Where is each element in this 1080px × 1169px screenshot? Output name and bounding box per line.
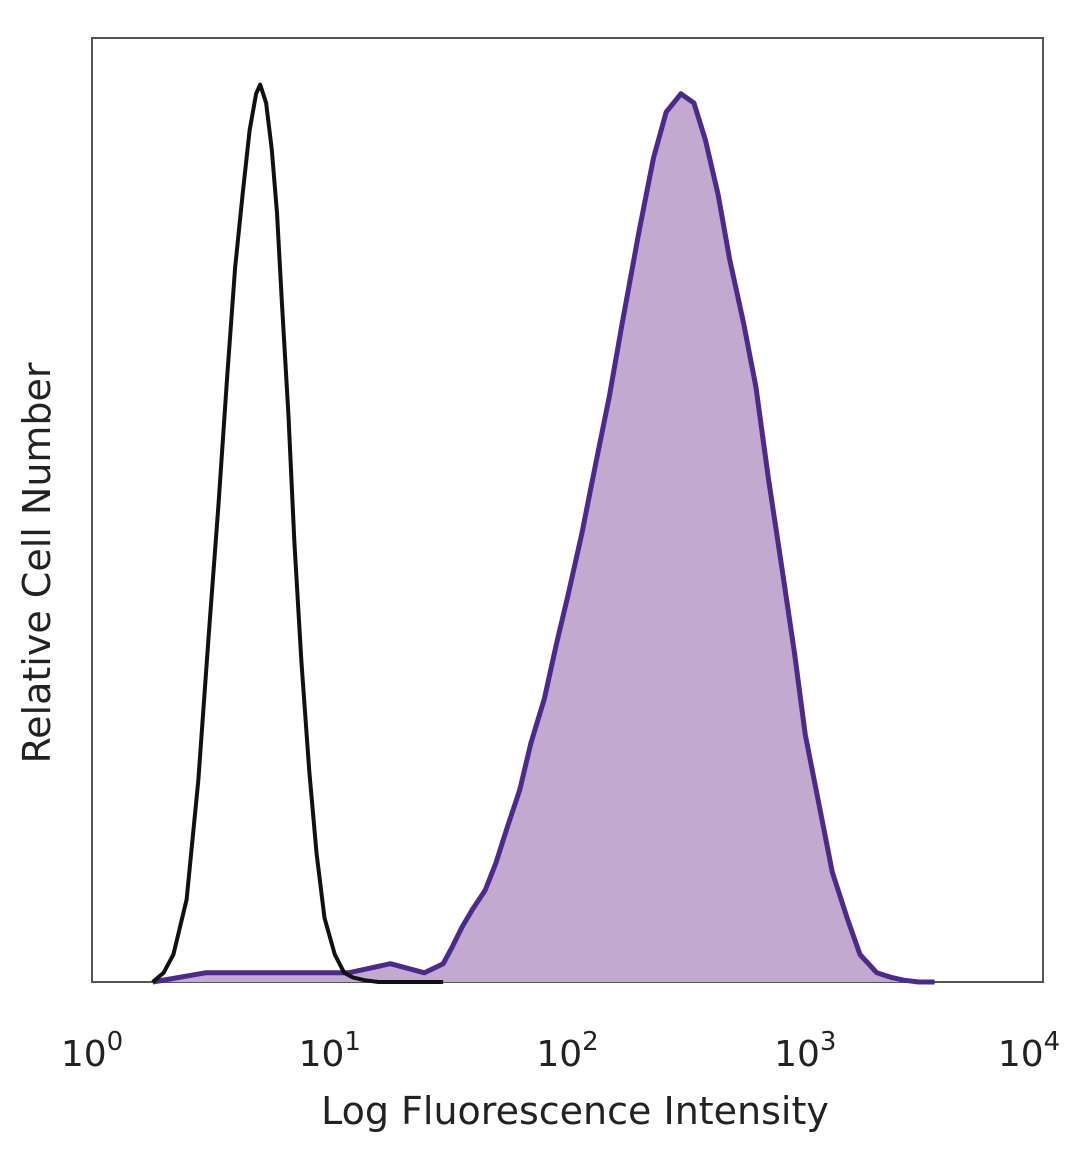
x-tick-base: 10 xyxy=(299,1034,345,1075)
x-tick-label: 102 xyxy=(536,1027,598,1075)
x-tick-exponent: 3 xyxy=(820,1027,837,1057)
x-tick-exponent: 1 xyxy=(344,1027,361,1057)
series-1-area xyxy=(152,93,935,983)
x-tick-label: 100 xyxy=(61,1027,123,1075)
y-axis-title: Relative Cell Number xyxy=(15,362,59,763)
x-tick-base: 10 xyxy=(998,1034,1044,1075)
x-tick-base: 10 xyxy=(536,1034,582,1075)
x-tick-exponent: 4 xyxy=(1044,1027,1061,1057)
x-tick-exponent: 2 xyxy=(582,1027,599,1057)
series-1-line xyxy=(152,91,935,985)
x-tick-exponent: 0 xyxy=(107,1027,124,1057)
series-layer xyxy=(151,82,935,985)
x-tick-label: 103 xyxy=(774,1027,836,1075)
x-tick-label: 104 xyxy=(998,1027,1060,1075)
series-0-line xyxy=(151,82,444,984)
x-tick-label: 101 xyxy=(299,1027,361,1075)
x-tick-base: 10 xyxy=(774,1034,820,1075)
x-tick-labels: 100 101 102 103 104 xyxy=(61,1027,1060,1075)
x-axis-title: Log Fluorescence Intensity xyxy=(321,1089,829,1133)
x-tick-base: 10 xyxy=(61,1034,107,1075)
